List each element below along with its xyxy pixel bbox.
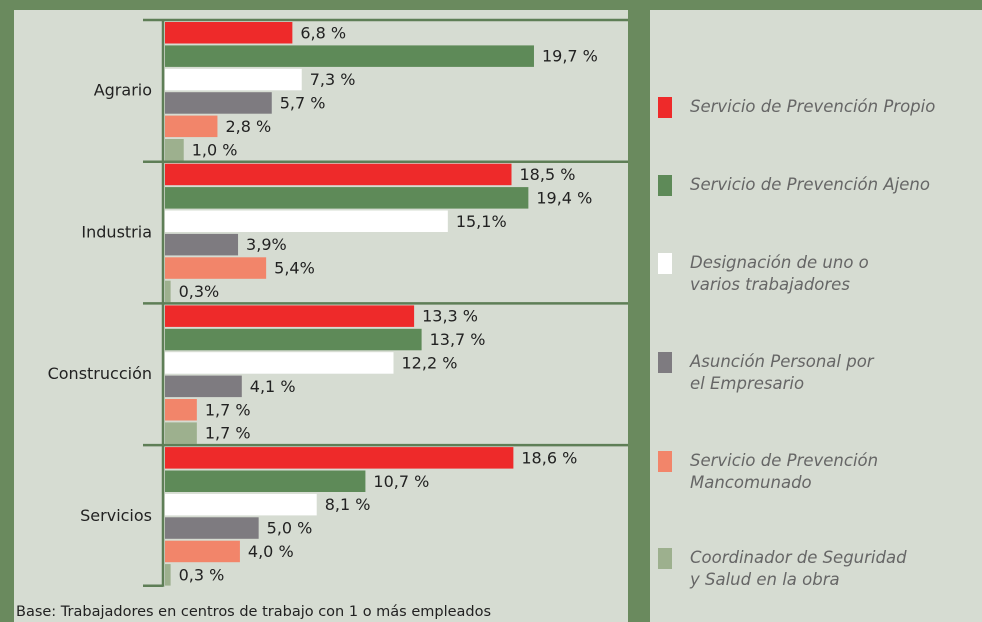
value-label: 0,3% [179, 282, 220, 301]
value-label: 12,2 % [402, 353, 458, 372]
value-label: 6,8 % [300, 23, 346, 42]
value-label: 18,5 % [520, 165, 576, 184]
bar [165, 139, 184, 161]
legend-swatch [658, 451, 672, 472]
legend-label: Servicio de Prevención Mancomunado [690, 451, 879, 492]
bar [165, 540, 240, 563]
value-label: 5,0 % [267, 519, 313, 538]
bar [165, 45, 534, 67]
legend-swatch [658, 548, 672, 569]
bar [165, 399, 197, 421]
value-label: 15,1% [456, 212, 507, 231]
category-label: Servicios [80, 506, 152, 525]
legend-label: Coordinador de Seguridad y Salud en la o… [690, 548, 907, 589]
legend-label: Designación de uno o varios trabajadores [690, 253, 869, 294]
bar [165, 422, 197, 444]
bar [165, 280, 171, 303]
bar [165, 163, 512, 186]
category-label: Construcción [48, 364, 152, 383]
bar [165, 22, 293, 44]
value-label: 5,4% [274, 259, 315, 278]
bar [165, 328, 422, 351]
value-label: 7,3 % [310, 70, 356, 89]
legend-swatch [658, 352, 672, 373]
value-label: 19,4 % [536, 188, 592, 207]
value-label: 10,7 % [373, 472, 429, 491]
bar [165, 493, 317, 516]
value-label: 3,9% [246, 235, 287, 254]
value-label: 13,7 % [430, 330, 486, 349]
value-label: 2,8 % [225, 117, 271, 136]
legend-swatch [658, 175, 672, 196]
value-label: 1,7 % [205, 400, 251, 419]
value-label: 4,1 % [250, 377, 296, 396]
value-label: 0,3 % [179, 565, 225, 584]
bar [165, 115, 218, 138]
legend-swatch [658, 253, 672, 274]
legend-label: Servicio de Prevención Propio [690, 97, 936, 116]
value-label: 19,7 % [542, 47, 598, 66]
note: Base: Trabajadores en centros de trabajo… [16, 604, 491, 620]
category-label: Agrario [94, 81, 152, 100]
bar [165, 375, 242, 398]
bar [165, 257, 267, 279]
bar [165, 564, 171, 586]
value-label: 8,1 % [325, 495, 371, 514]
value-label: 5,7 % [280, 93, 326, 112]
legend-panel [650, 10, 982, 622]
bar [165, 517, 259, 539]
value-label: 1,7 % [205, 424, 251, 443]
bar [165, 305, 415, 327]
legend-label: Asunción Personal por el Empresario [690, 352, 874, 393]
bar [165, 92, 272, 114]
bar [165, 470, 366, 492]
legend-swatch [658, 97, 672, 118]
value-label: 18,6 % [521, 448, 577, 467]
bar [165, 210, 448, 232]
legend-label: Servicio de Prevención Ajeno [690, 175, 930, 194]
bar [165, 187, 529, 209]
bar [165, 68, 302, 91]
bar [165, 233, 239, 256]
bar [165, 352, 394, 374]
value-label: 1,0 % [192, 140, 238, 159]
category-label: Industria [81, 222, 152, 241]
value-label: 4,0 % [248, 542, 294, 561]
value-label: 13,3 % [422, 307, 478, 326]
bar [165, 447, 514, 469]
